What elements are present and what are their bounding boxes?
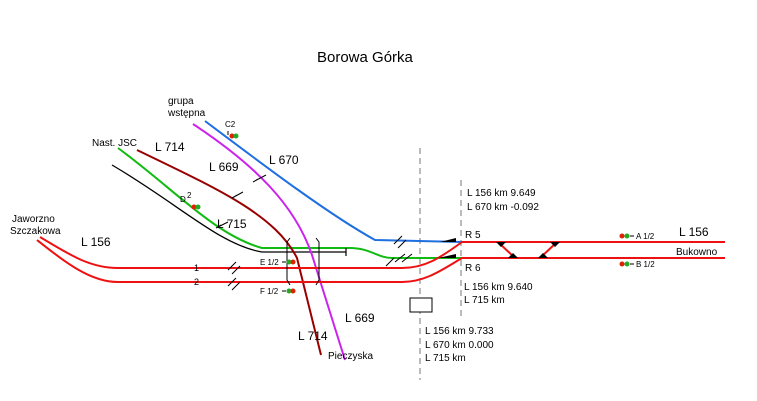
signal-box-r6: R 6 xyxy=(465,263,481,274)
signal-b-label: B 1/2 xyxy=(636,260,655,269)
place-jaworzno: Jaworzno xyxy=(12,214,55,225)
km-upper-1: L 156 km 9.649 xyxy=(467,188,536,199)
place-szczakowa: Szczakowa xyxy=(10,226,61,237)
arrow-track1 xyxy=(227,261,241,275)
km-r6-1: L 156 km 9.640 xyxy=(464,282,533,293)
km-r6-2: L 715 km xyxy=(464,295,505,306)
label-l669-bottom: L 669 xyxy=(345,311,375,325)
signal-d-icon xyxy=(191,204,201,210)
page-title: Borowa Górka xyxy=(317,49,414,66)
signal-c2-icon xyxy=(227,131,239,139)
signal-c2-label: C2 xyxy=(225,120,236,129)
signal-d-label: D xyxy=(180,195,186,204)
place-bukowno: Bukowno xyxy=(676,247,718,258)
crossover-switch-1 xyxy=(496,242,506,247)
line-669-track xyxy=(192,123,346,361)
km-bottom-2: L 670 km 0.000 xyxy=(425,340,494,351)
arrow-l714 xyxy=(231,191,244,199)
label-l714-bottom: L 714 xyxy=(298,329,328,343)
line-714-track xyxy=(136,149,322,356)
km-upper-2: L 670 km -0.092 xyxy=(467,202,539,213)
line-715-track xyxy=(117,147,462,259)
line-156-track-1 xyxy=(39,236,725,269)
km-bottom-3: L 715 km xyxy=(425,353,466,364)
signal-box-r5: R 5 xyxy=(465,230,481,241)
label-l670: L 670 xyxy=(269,153,299,167)
arrow-l670 xyxy=(252,174,267,183)
arrow-boundary-upper xyxy=(393,235,407,249)
place-wstepna: wstępna xyxy=(167,108,206,119)
jsc-siding-track xyxy=(111,164,346,253)
platform-bracket-right xyxy=(315,237,320,286)
label-l714-top: L 714 xyxy=(155,140,185,154)
signal-b-icon xyxy=(619,261,634,267)
signal-a-label: A 1/2 xyxy=(636,232,655,241)
signal-d-sup: 2 xyxy=(187,191,192,200)
crossover-switch-3 xyxy=(538,253,548,258)
place-pieczyska: Pieczyska xyxy=(328,351,373,362)
label-l715: L 715 xyxy=(217,217,247,231)
place-grupa: grupa xyxy=(168,96,194,107)
arrow-boundary-lower xyxy=(385,257,395,267)
signal-e-label: E 1/2 xyxy=(260,258,279,267)
track-1-number: 1 xyxy=(194,263,199,273)
line-670-track xyxy=(204,120,463,243)
switch-marker-r5 xyxy=(440,238,456,242)
arrow-track2 xyxy=(227,277,241,291)
label-l156-left: L 156 xyxy=(81,235,111,249)
arrow-l715 xyxy=(215,221,229,229)
station-building xyxy=(409,297,433,313)
signal-f-label: F 1/2 xyxy=(260,287,279,296)
signal-a-icon xyxy=(619,233,634,239)
signal-f-icon xyxy=(282,288,296,294)
switch-marker-green xyxy=(438,254,456,258)
arrow-switch-lower xyxy=(394,253,413,263)
signal-e-icon xyxy=(282,259,296,265)
place-nast-jsc: Nast. JSC xyxy=(92,138,137,149)
label-l669-top: L 669 xyxy=(209,160,239,174)
km-bottom-1: L 156 km 9.733 xyxy=(425,326,494,337)
label-l156-right: L 156 xyxy=(679,225,709,239)
crossover-switch-2 xyxy=(508,253,518,258)
track-2-number: 2 xyxy=(194,277,199,287)
line-156-track-2 xyxy=(36,239,725,283)
crossover-switch-4 xyxy=(550,242,560,247)
